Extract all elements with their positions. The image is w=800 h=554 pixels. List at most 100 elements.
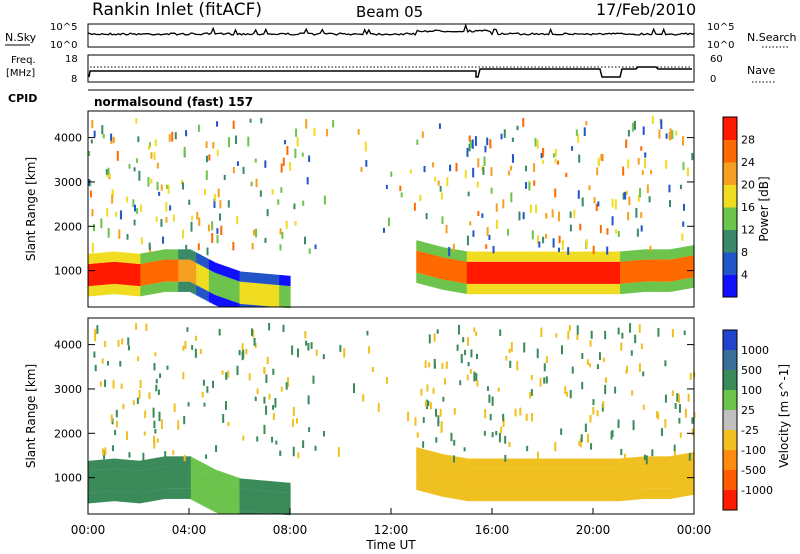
echo-cell: [277, 274, 280, 286]
echo-cell: [97, 252, 100, 264]
echo-cell: [89, 263, 93, 286]
echo-point: [677, 393, 680, 404]
echo-point: [292, 446, 295, 457]
echo-cell: [190, 489, 194, 500]
echo-cell: [556, 251, 560, 262]
echo-cell: [147, 469, 150, 492]
echo-point: [185, 244, 188, 251]
colorbar-tick-label: 16: [741, 201, 755, 214]
echo-cell: [670, 466, 673, 489]
echo-cell: [282, 492, 286, 515]
echo-cell: [643, 281, 646, 292]
echo-cell: [106, 469, 109, 492]
echo-cell: [243, 304, 246, 307]
echo-cell: [439, 463, 443, 487]
echo-cell: [652, 259, 655, 282]
echo-cell: [690, 484, 693, 496]
echo-cell: [152, 251, 156, 262]
echo-point: [640, 343, 643, 350]
echo-cell: [526, 458, 529, 469]
echo-cell: [607, 468, 610, 491]
echo-point: [222, 414, 225, 423]
echo-point: [637, 157, 640, 165]
echo-cell: [434, 245, 437, 256]
echo-cell: [551, 283, 554, 295]
echo-cell: [522, 283, 526, 295]
echo-cell: [127, 459, 131, 471]
echo-cell: [264, 273, 268, 284]
echo-cell: [259, 305, 262, 307]
echo-point: [577, 134, 580, 143]
echo-cell: [102, 262, 105, 285]
echo-cell: [511, 490, 515, 502]
echo-cell: [490, 468, 493, 491]
echo-cell: [603, 261, 607, 284]
echo-cell: [574, 261, 578, 284]
echo-point: [245, 348, 248, 355]
echo-cell: [490, 261, 493, 284]
echo-cell: [248, 511, 251, 514]
echo-cell: [450, 488, 453, 499]
echo-cell: [560, 490, 563, 502]
echo-point: [665, 159, 668, 169]
echo-point: [212, 380, 215, 388]
echo-cell: [160, 249, 163, 261]
echo-cell: [542, 261, 545, 284]
echo-cell: [672, 488, 675, 499]
echo-cell: [280, 285, 284, 308]
echo-cell: [261, 273, 264, 284]
echo-cell: [170, 456, 174, 467]
echo-cell: [427, 275, 430, 286]
colorbar-frame: [722, 329, 738, 511]
echo-point: [155, 384, 158, 392]
echo-cell: [425, 242, 428, 254]
echo-cell: [133, 492, 136, 503]
echo-cell: [684, 463, 688, 486]
echo-cell: [187, 249, 190, 260]
power-panel-frame: [87, 110, 695, 308]
nave-right-tick-top: 60: [710, 54, 723, 65]
echo-point: [153, 152, 156, 161]
echo-cell: [427, 450, 430, 461]
echo-point: [90, 139, 93, 144]
echo-cell: [261, 490, 264, 513]
echo-point: [211, 233, 214, 244]
echo-cell: [636, 489, 639, 500]
echo-point: [184, 340, 187, 349]
echo-cell: [118, 262, 122, 285]
echo-cell: [95, 263, 98, 286]
echo-point: [682, 162, 685, 170]
echo-cell: [569, 458, 572, 469]
echo-point: [596, 167, 599, 176]
echo-cell: [603, 283, 607, 295]
echo-cell: [486, 251, 489, 262]
echo-point: [215, 445, 218, 452]
echo-point: [558, 211, 561, 222]
echo-point: [296, 137, 299, 147]
echo-cell: [88, 493, 91, 504]
echo-point: [577, 190, 580, 199]
echo-cell: [125, 459, 129, 470]
echo-cell: [461, 489, 464, 501]
power-ylabel: Slant Range [km]: [24, 157, 38, 261]
echo-cell: [636, 260, 639, 283]
echo-cell: [192, 251, 196, 262]
echo-cell: [423, 274, 426, 285]
echo-cell: [490, 458, 493, 469]
echo-cell: [580, 490, 583, 502]
echo-point: [627, 129, 630, 137]
echo-cell: [571, 251, 574, 262]
echo-point: [566, 391, 569, 397]
echo-cell: [279, 492, 282, 515]
echo-cell: [133, 460, 136, 471]
echo-cell: [142, 253, 145, 264]
echo-cell: [237, 488, 241, 511]
echo-point: [256, 388, 259, 395]
echo-cell: [205, 268, 208, 291]
echo-cell: [95, 492, 98, 503]
echo-point: [682, 136, 685, 146]
echo-cell: [194, 284, 197, 295]
echo-cell: [605, 458, 609, 469]
echo-point: [286, 145, 289, 155]
y-tick-label: 3000: [54, 383, 82, 396]
